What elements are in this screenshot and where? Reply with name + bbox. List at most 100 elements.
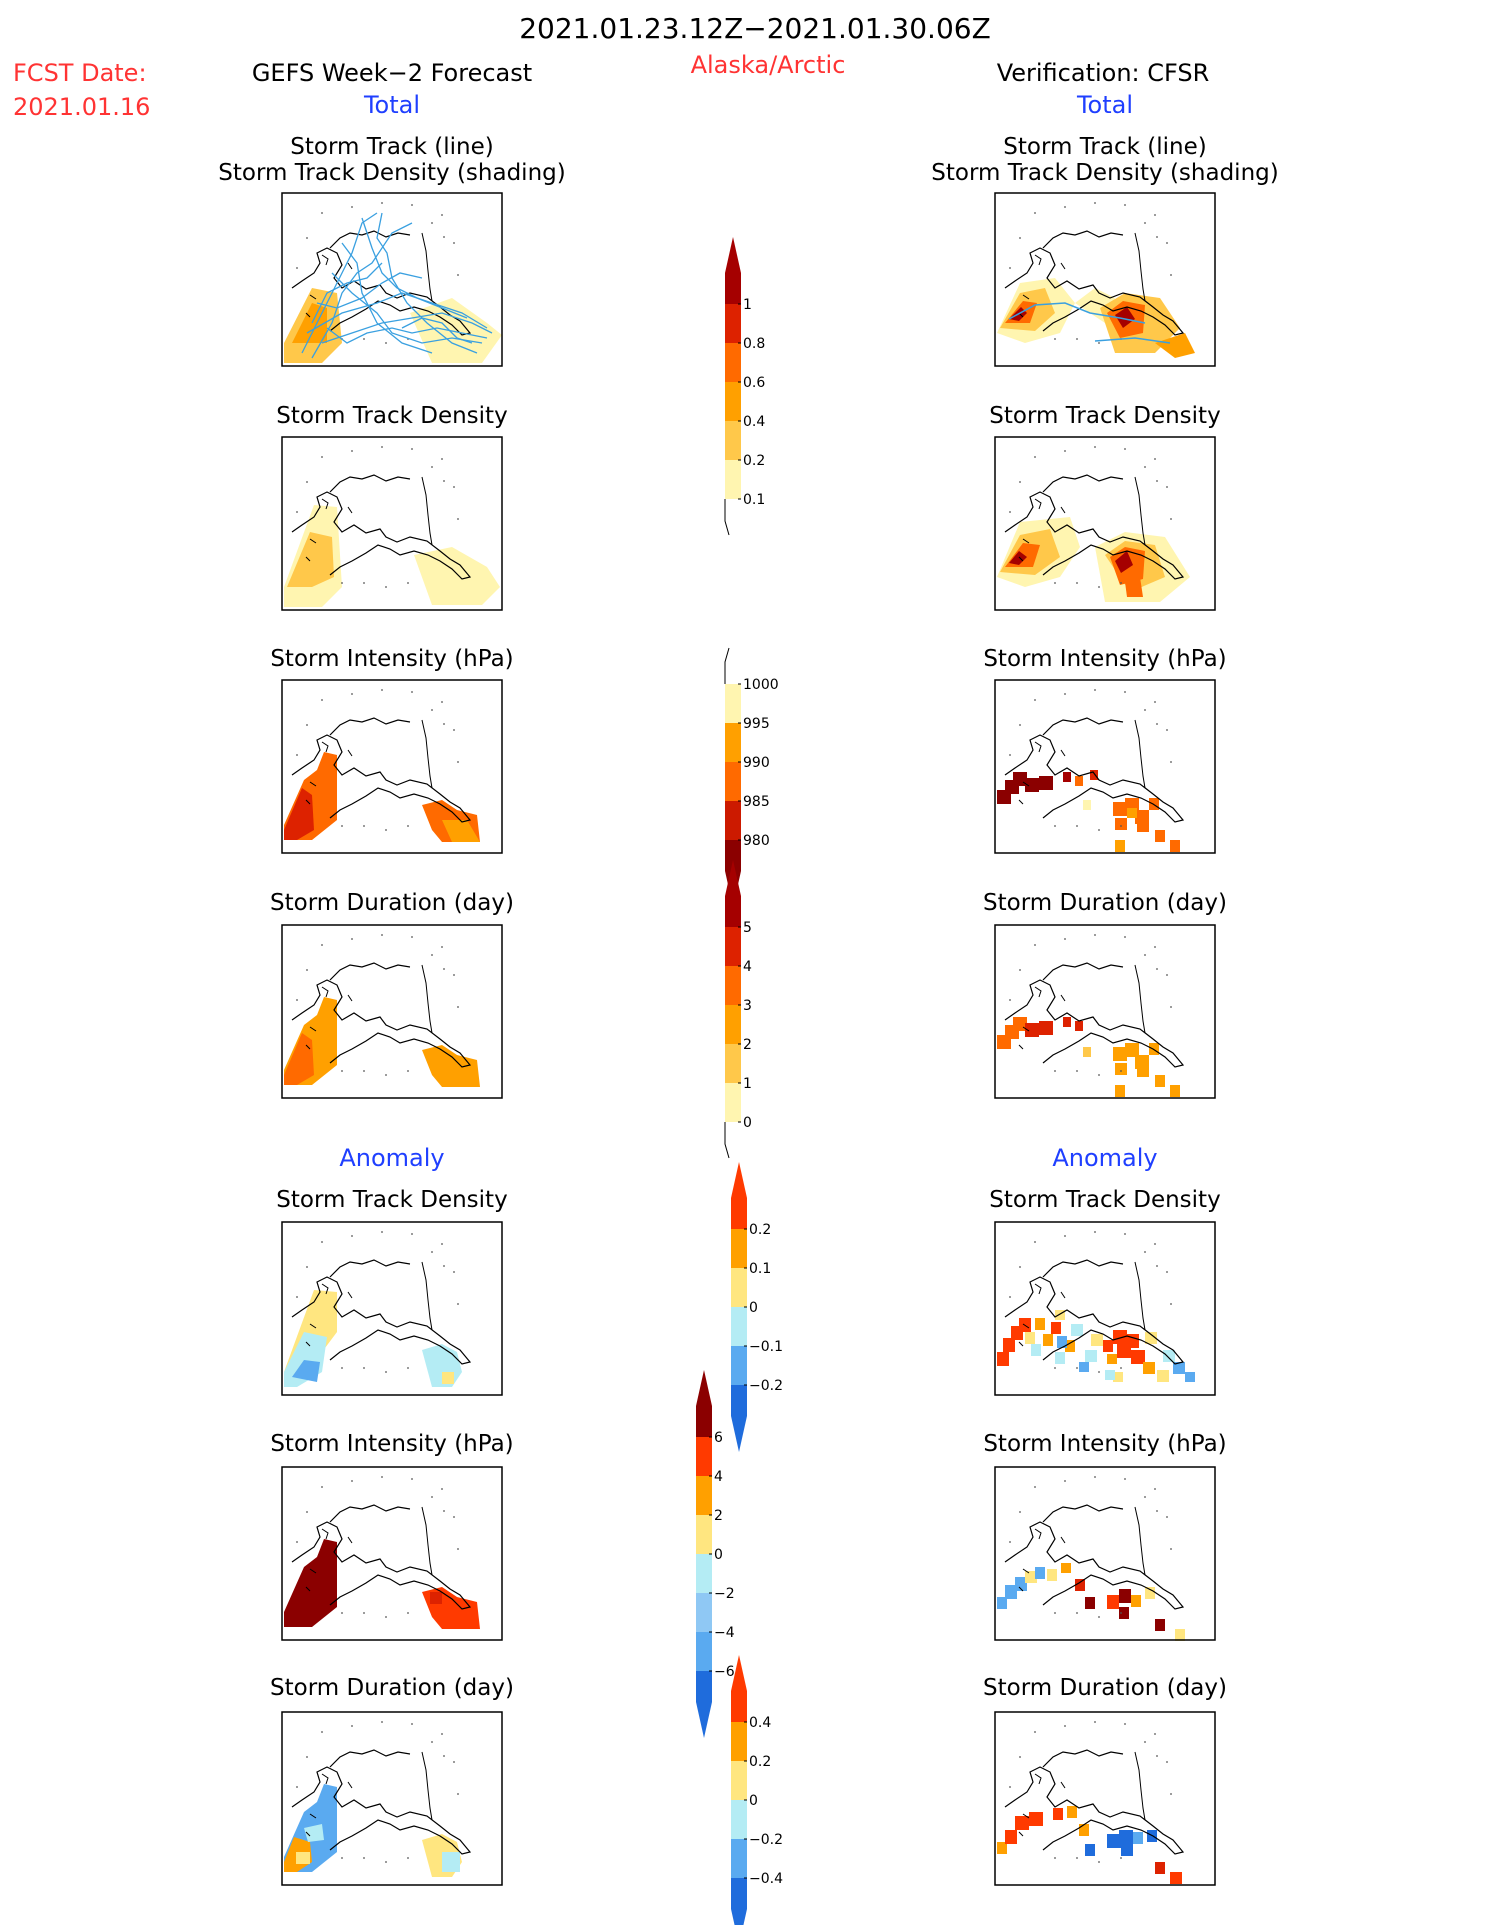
map-anom-intensity-verification [994, 1466, 1216, 1641]
colorbar-label: 0.8 [743, 336, 765, 352]
colorbar-swatch [731, 1307, 747, 1346]
colorbar-label: 1 [743, 297, 752, 313]
colorbar-swatch [696, 1671, 712, 1738]
map-anom-duration-verification [994, 1711, 1216, 1886]
title-track-line-right: Storm Track (line) [1003, 134, 1206, 160]
colorbar-swatch [731, 1761, 747, 1800]
map-track-forecast [281, 192, 503, 367]
map-duration-verification [994, 924, 1216, 1099]
colorbar-label: 0.2 [749, 1754, 771, 1770]
title-duration-left: Storm Duration (day) [270, 890, 514, 916]
colorbar-swatch [731, 1346, 747, 1385]
colorbar-swatch [696, 1632, 712, 1671]
colorbar-label: 0 [743, 1115, 752, 1131]
forecast-title: GEFS Week−2 Forecast [252, 59, 532, 87]
colorbar-label: 4 [743, 959, 752, 975]
colorbar-label: 0.2 [749, 1222, 771, 1238]
date-range: 2021.01.23.12Z−2021.01.30.06Z [519, 12, 991, 45]
colorbar-swatch [725, 762, 741, 801]
verification-title: Verification: CFSR [997, 59, 1210, 87]
colorbar-swatch [696, 1370, 712, 1437]
colorbar-swatch [725, 1083, 741, 1122]
colorbar-anom-duration: 0.4 0.2 0 −0.2 −0.4 [731, 1655, 783, 1925]
colorbar-swatch [731, 1268, 747, 1307]
colorbar-label: −0.4 [749, 1871, 783, 1887]
title-track-shading-left: Storm Track Density (shading) [218, 160, 565, 186]
colorbar-label: 0 [749, 1793, 758, 1809]
colorbar-label: 0.1 [749, 1261, 771, 1277]
track-lines [301, 212, 493, 359]
colorbar-label: 1 [743, 1076, 752, 1092]
colorbar-tail [724, 1122, 730, 1159]
colorbar-label: 0.2 [743, 453, 765, 469]
colorbar-label: 0 [749, 1300, 758, 1316]
title-anom-density-right: Storm Track Density [989, 1187, 1220, 1213]
colorbars: 10.80.60.40.20.110009959909859805432100.… [696, 237, 783, 1925]
colorbar-tail [724, 647, 730, 684]
colorbar-label: 3 [743, 998, 752, 1014]
colorbar-swatch [731, 1162, 747, 1229]
colorbar-swatch [725, 927, 741, 966]
colorbar-swatch [725, 1044, 741, 1083]
colorbar-label: 995 [743, 716, 770, 732]
colorbar-swatch [725, 1005, 741, 1044]
map-intensity-verification [994, 679, 1216, 854]
colorbar-swatch [696, 1476, 712, 1515]
title-anom-duration-left: Storm Duration (day) [270, 1675, 514, 1701]
colorbar-label: 985 [743, 794, 770, 810]
colorbar-swatch [731, 1800, 747, 1839]
colorbar-label: 0.1 [743, 492, 765, 508]
colorbar-label: −0.1 [749, 1339, 783, 1355]
map-anom-duration-forecast [281, 1711, 503, 1886]
colorbar-anom-density: 0.2 0.1 0 −0.1 −0.2 [731, 1162, 783, 1452]
header: 2021.01.23.12Z−2021.01.30.06Z FCST Date:… [13, 12, 1209, 121]
colorbar-swatch [696, 1593, 712, 1632]
colorbar-swatch [725, 237, 741, 304]
colorbar-label: 0 [714, 1547, 723, 1563]
colorbar-label: 1000 [743, 677, 779, 693]
colorbar-anom-intensity: 6 4 2 0 −2 −4 −6 [696, 1370, 735, 1738]
map-duration-forecast [281, 924, 503, 1099]
colorbar-total-intensity: 1000 995 990 985 980 [724, 647, 779, 907]
colorbar-label: 4 [714, 1469, 723, 1485]
colorbar-label: 990 [743, 755, 770, 771]
colorbar-swatch [731, 1229, 747, 1268]
panel-titles: Storm Track (line) Storm Track Density (… [218, 134, 1278, 1701]
title-anom-intensity-left: Storm Intensity (hPa) [270, 1431, 513, 1457]
fcst-label: FCST Date: [13, 59, 147, 87]
title-track-shading-right: Storm Track Density (shading) [931, 160, 1278, 186]
colorbar-swatch [725, 304, 741, 343]
colorbar-swatch [731, 1655, 747, 1722]
section-anomaly-left: Anomaly [339, 1144, 444, 1172]
map-anom-density-forecast [281, 1221, 503, 1396]
colorbar-swatch [725, 343, 741, 382]
colorbar-label: 0.4 [749, 1715, 771, 1731]
map-intensity-forecast [281, 679, 503, 854]
colorbar-label: 0.4 [743, 414, 765, 430]
region-label: Alaska/Arctic [691, 51, 846, 79]
colorbar-label: −0.2 [749, 1832, 783, 1848]
map-density-verification [994, 436, 1216, 611]
colorbar-swatch [725, 684, 741, 723]
colorbar-swatch [731, 1722, 747, 1761]
section-anomaly-right: Anomaly [1052, 1144, 1157, 1172]
colorbar-swatch [696, 1515, 712, 1554]
section-total-left: Total [363, 91, 420, 119]
colorbar-total-density: 1 0.8 0.6 0.4 0.2 0.1 [724, 237, 765, 536]
map-anom-intensity-forecast [281, 1466, 503, 1641]
colorbar-swatch [696, 1437, 712, 1476]
title-intensity-right: Storm Intensity (hPa) [983, 646, 1226, 672]
colorbar-swatch [725, 421, 741, 460]
colorbar-label: 6 [714, 1430, 723, 1446]
colorbar-label: 2 [714, 1508, 723, 1524]
colorbar-label: 5 [743, 920, 752, 936]
colorbar-label: −0.2 [749, 1378, 783, 1394]
colorbar-swatch [725, 723, 741, 762]
map-density-forecast [281, 436, 503, 611]
title-density-left: Storm Track Density [276, 403, 507, 429]
title-density-right: Storm Track Density [989, 403, 1220, 429]
colorbar-swatch [725, 966, 741, 1005]
map-anom-density-verification [994, 1221, 1216, 1396]
title-intensity-left: Storm Intensity (hPa) [270, 646, 513, 672]
